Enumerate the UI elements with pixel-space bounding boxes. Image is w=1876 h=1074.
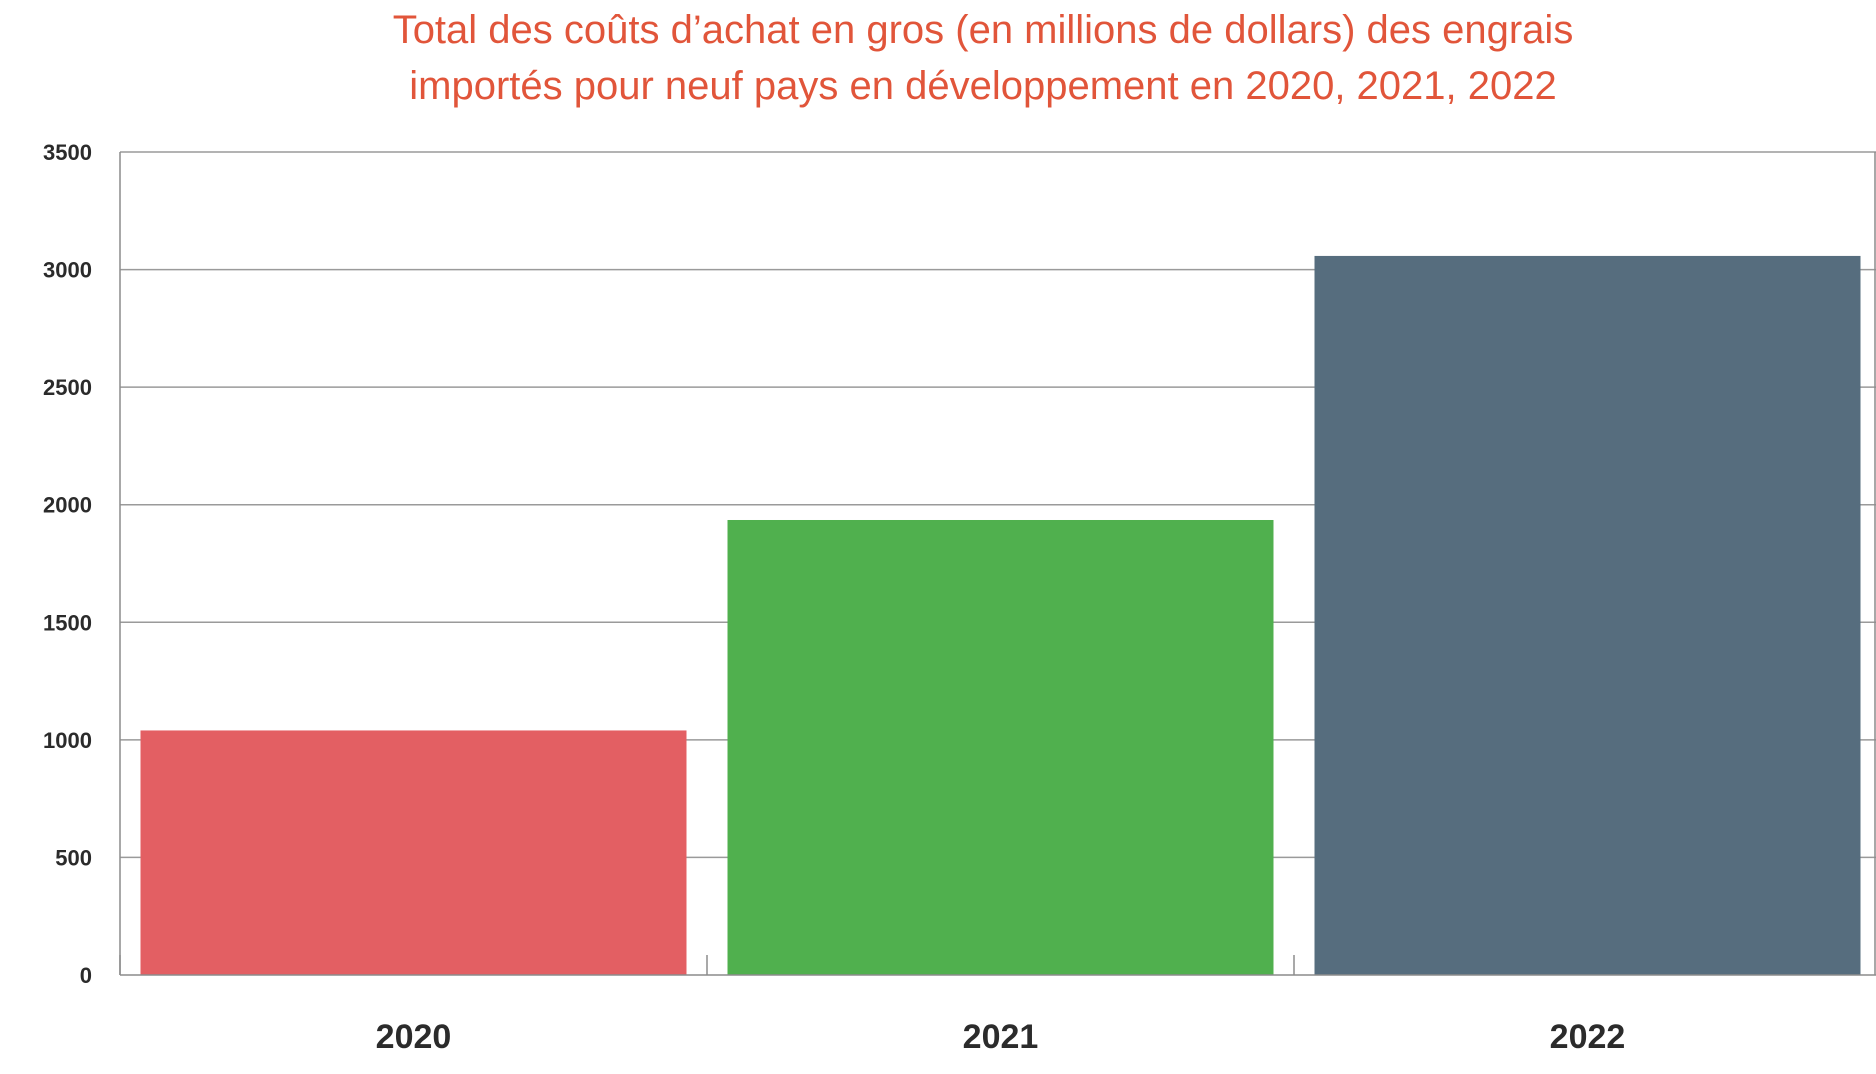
y-tick-labels: 0 500 1000 1500 2000 2500 3000 3500 <box>43 140 92 988</box>
bar-2022 <box>1314 255 1861 976</box>
y-tick-label: 2000 <box>43 493 92 518</box>
y-tick-label: 1000 <box>43 728 92 753</box>
y-tick-label: 1500 <box>43 610 92 635</box>
y-tick-label: 3000 <box>43 258 92 283</box>
x-tick-label: 2020 <box>376 1018 452 1056</box>
chart-title: Total des coûts d’achat en gros (en mill… <box>0 2 1876 114</box>
bars <box>140 255 1861 976</box>
x-tick-labels: 2020 2021 2022 <box>376 1018 1626 1056</box>
y-tick-label: 3500 <box>43 140 92 165</box>
bar-2021 <box>727 519 1274 975</box>
y-tick-label: 2500 <box>43 375 92 400</box>
bar-2020 <box>140 730 687 975</box>
chart-title-line-1: Total des coûts d’achat en gros (en mill… <box>392 8 1574 52</box>
y-tick-label: 500 <box>55 845 92 870</box>
x-tick-label: 2022 <box>1550 1018 1626 1056</box>
axes <box>119 152 1876 976</box>
chart-title-line-2: importés pour neuf pays en développement… <box>409 64 1557 108</box>
x-tick-label: 2021 <box>963 1018 1039 1056</box>
y-tick-label: 0 <box>80 963 92 988</box>
